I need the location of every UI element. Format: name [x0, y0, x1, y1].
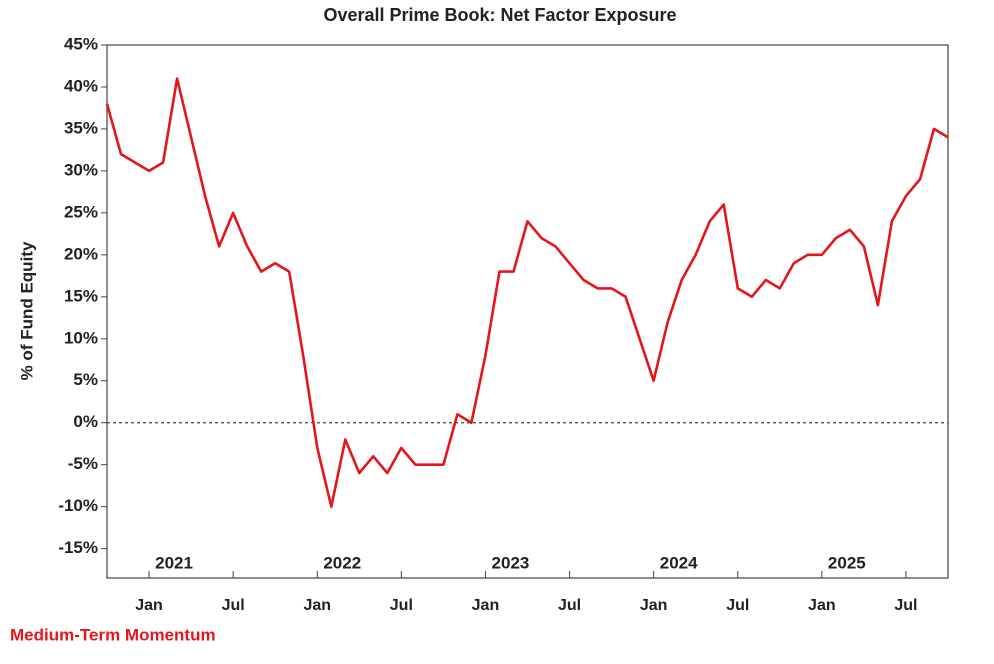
y-tick-label: -15% [58, 538, 98, 557]
legend-label: Medium-Term Momentum [10, 625, 216, 644]
chart-title: Overall Prime Book: Net Factor Exposure [323, 5, 676, 25]
year-label: 2022 [323, 553, 361, 572]
x-tick-label: Jan [640, 597, 668, 614]
x-tick-label: Jan [135, 597, 163, 614]
y-tick-label: 15% [64, 286, 98, 305]
year-label: 2024 [660, 553, 698, 572]
y-tick-label: 0% [73, 412, 98, 431]
y-tick-label: 40% [64, 76, 98, 95]
x-tick-label: Jan [303, 597, 331, 614]
year-label: 2025 [828, 553, 866, 572]
y-tick-label: 25% [64, 202, 98, 221]
y-tick-label: -5% [68, 454, 98, 473]
x-tick-label: Jul [222, 597, 245, 614]
y-tick-label: 30% [64, 160, 98, 179]
x-tick-label: Jul [390, 597, 413, 614]
plot-frame [106, 44, 949, 579]
x-tick-label: Jan [472, 597, 500, 614]
x-tick-label: Jul [894, 597, 917, 614]
y-axis-label: % of Fund Equity [17, 241, 36, 380]
y-tick-label: 35% [64, 118, 98, 137]
data-line [105, 77, 949, 508]
y-tick-label: -10% [58, 496, 98, 515]
y-tick-label: 45% [64, 34, 98, 53]
x-tick-label: Jul [726, 597, 749, 614]
x-tick-label: Jan [808, 597, 836, 614]
x-tick-label: Jul [558, 597, 581, 614]
year-label: 2021 [155, 553, 193, 572]
year-label: 2023 [492, 553, 530, 572]
y-tick-label: 5% [73, 370, 98, 389]
y-tick-label: 10% [64, 328, 98, 347]
y-tick-label: 20% [64, 244, 98, 263]
